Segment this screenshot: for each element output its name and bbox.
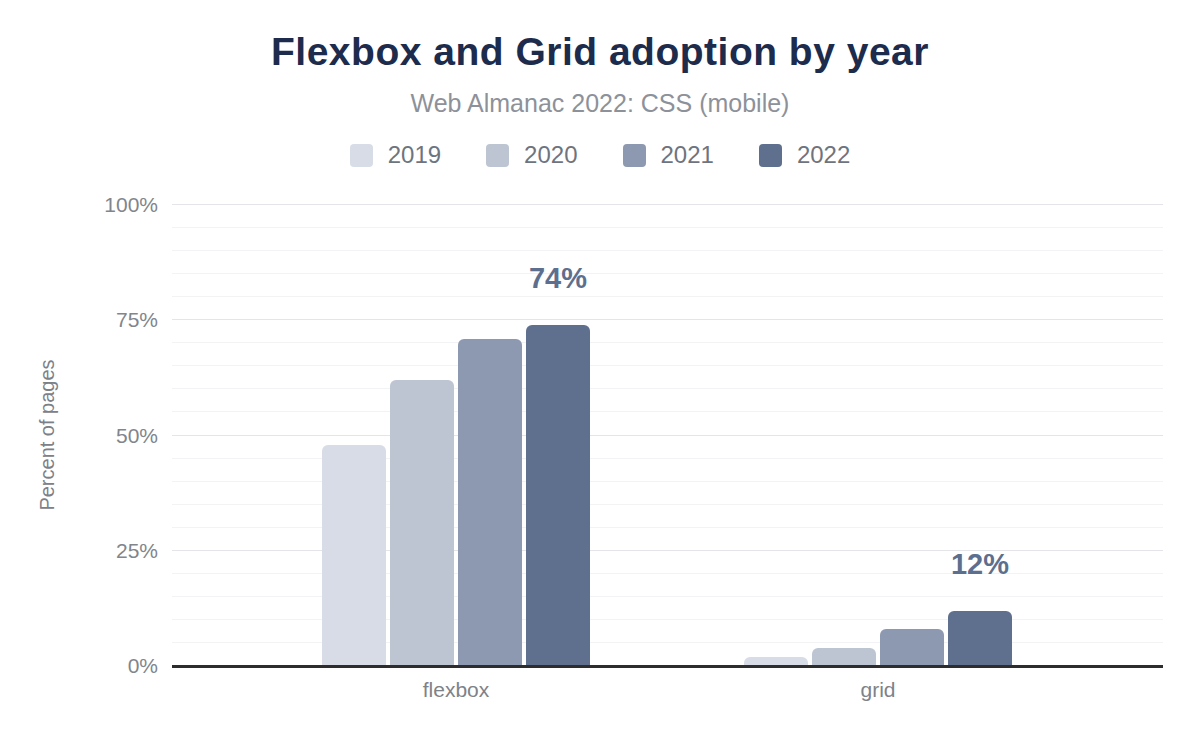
minor-gridline-40 bbox=[172, 481, 1163, 482]
legend-item-2021: 2021 bbox=[623, 141, 714, 169]
chart-subtitle: Web Almanac 2022: CSS (mobile) bbox=[0, 89, 1200, 118]
minor-gridline-15 bbox=[172, 596, 1163, 597]
minor-gridline-30 bbox=[172, 527, 1163, 528]
minor-gridline-60 bbox=[172, 388, 1163, 389]
y-tick-100%: 100% bbox=[0, 193, 158, 217]
legend: 2019 2020 2021 2022 bbox=[0, 141, 1200, 169]
legend-item-2019: 2019 bbox=[350, 141, 441, 169]
minor-gridline-10 bbox=[172, 619, 1163, 620]
bar-flexbox-2019 bbox=[322, 445, 386, 666]
major-gridline-50 bbox=[172, 435, 1163, 436]
bar-grid-2021 bbox=[880, 629, 944, 666]
minor-gridline-90 bbox=[172, 250, 1163, 251]
legend-swatch-2020 bbox=[486, 144, 509, 167]
minor-gridline-85 bbox=[172, 273, 1163, 274]
legend-swatch-2022 bbox=[759, 144, 782, 167]
minor-gridline-20 bbox=[172, 573, 1163, 574]
y-tick-25%: 25% bbox=[0, 539, 158, 563]
legend-item-2020: 2020 bbox=[486, 141, 577, 169]
y-tick-50%: 50% bbox=[0, 424, 158, 448]
minor-gridline-45 bbox=[172, 458, 1163, 459]
bar-group-grid: 12% bbox=[744, 205, 1012, 666]
x-tick-grid: grid bbox=[860, 678, 895, 702]
legend-label: 2022 bbox=[797, 141, 850, 169]
bar-flexbox-2021 bbox=[458, 339, 522, 666]
value-label-grid-2022: 12% bbox=[951, 548, 1009, 581]
legend-label: 2019 bbox=[388, 141, 441, 169]
legend-item-2022: 2022 bbox=[759, 141, 850, 169]
legend-label: 2021 bbox=[661, 141, 714, 169]
y-tick-0%: 0% bbox=[0, 654, 158, 678]
bar-flexbox-2022 bbox=[526, 325, 590, 666]
value-label-flexbox-2022: 74% bbox=[529, 262, 587, 295]
minor-gridline-5 bbox=[172, 642, 1163, 643]
bar-flexbox-2020 bbox=[390, 380, 454, 666]
bar-grid-2022 bbox=[948, 611, 1012, 666]
x-axis-line bbox=[172, 665, 1163, 668]
plot-area: 74% 12% bbox=[172, 205, 1163, 666]
major-gridline-75 bbox=[172, 319, 1163, 320]
minor-gridline-55 bbox=[172, 411, 1163, 412]
major-gridline-25 bbox=[172, 550, 1163, 551]
minor-gridline-95 bbox=[172, 227, 1163, 228]
minor-gridline-35 bbox=[172, 504, 1163, 505]
minor-gridline-80 bbox=[172, 296, 1163, 297]
major-gridline-100 bbox=[172, 204, 1163, 205]
legend-swatch-2019 bbox=[350, 144, 373, 167]
legend-label: 2020 bbox=[524, 141, 577, 169]
chart-page: Flexbox and Grid adoption by year Web Al… bbox=[0, 0, 1200, 742]
chart-title: Flexbox and Grid adoption by year bbox=[0, 30, 1200, 74]
bar-group-flexbox: 74% bbox=[322, 205, 590, 666]
minor-gridline-70 bbox=[172, 342, 1163, 343]
bar-grid-2020 bbox=[812, 648, 876, 666]
legend-swatch-2021 bbox=[623, 144, 646, 167]
minor-gridline-65 bbox=[172, 365, 1163, 366]
y-tick-75%: 75% bbox=[0, 308, 158, 332]
x-tick-flexbox: flexbox bbox=[423, 678, 490, 702]
